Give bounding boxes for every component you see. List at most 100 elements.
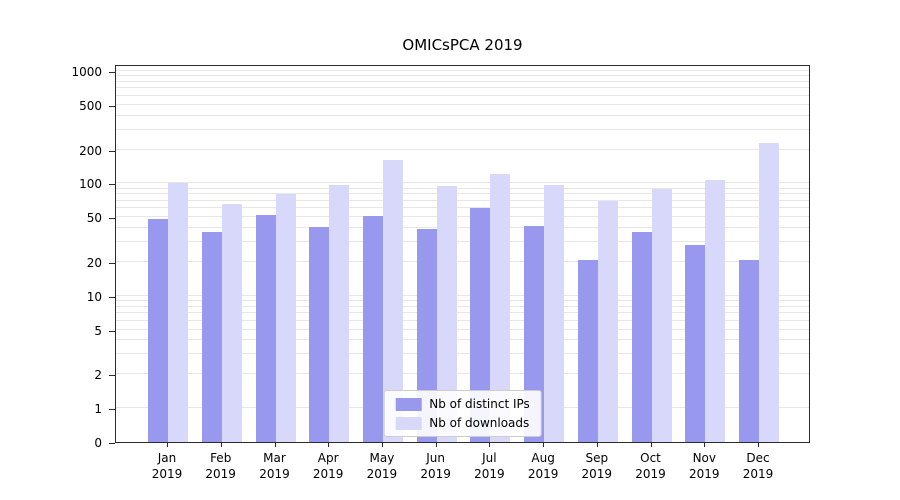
x-tick-year: 2019 [420, 467, 451, 482]
x-tick-month: Feb [210, 451, 232, 465]
x-tick-label-may: May 2019 [350, 450, 414, 482]
x-tick-year: 2019 [151, 467, 183, 482]
gridline [116, 260, 809, 262]
bar-distinct-ips-sep [577, 259, 598, 442]
y-tick-mark [109, 150, 115, 152]
x-tick-month: Dec [746, 451, 770, 465]
gridline [116, 319, 809, 321]
y-tick-label: 100 [79, 177, 102, 192]
x-tick-month: Jan [157, 451, 177, 465]
x-tick-month: Jul [482, 451, 497, 465]
x-tick-mark [167, 443, 168, 447]
y-tick-mark [109, 330, 115, 332]
x-tick-year: 2019 [689, 467, 720, 482]
gridline [116, 87, 809, 89]
chart-title: OMICsPCA 2019 [402, 36, 523, 54]
legend-swatch-distinct-ips [395, 397, 422, 411]
x-tick-month: Mar [263, 451, 286, 465]
x-tick-month: Apr [317, 451, 339, 465]
x-tick-label-jun: Jun 2019 [404, 450, 468, 482]
bar-downloads-dec [759, 142, 779, 442]
gridline [116, 216, 809, 218]
x-tick-mark [704, 443, 706, 447]
bar-downloads-oct [651, 189, 672, 442]
gridline [116, 373, 809, 375]
gridline [116, 128, 809, 130]
x-tick-label-apr: Apr 2019 [296, 450, 360, 482]
gridline [116, 75, 809, 77]
y-tick-label: 200 [79, 143, 102, 158]
gridline [116, 94, 809, 96]
bar-downloads-jun [436, 186, 457, 442]
x-tick-year: 2019 [205, 467, 236, 482]
x-tick-month: May [369, 451, 395, 465]
y-tick-mark [109, 105, 115, 107]
x-tick-month: Oct [640, 451, 661, 465]
y-tick-mark [109, 184, 115, 186]
y-tick-label: 1 [94, 402, 102, 416]
gridline [116, 207, 809, 209]
y-tick-label: 50 [86, 211, 102, 226]
legend-row: Nb of downloads [395, 416, 530, 430]
x-tick-year: 2019 [474, 467, 505, 482]
y-tick-label: 5 [94, 323, 102, 338]
gridline [116, 227, 809, 228]
legend: Nb of distinct IPs Nb of downloads [383, 390, 542, 437]
y-tick-mark [109, 443, 115, 444]
y-tick-mark [109, 72, 115, 73]
gridline [116, 294, 809, 296]
x-tick-year: 2019 [581, 467, 613, 482]
legend-label: Nb of distinct IPs [429, 397, 530, 411]
x-tick-label-jul: Jul 2019 [457, 450, 521, 482]
x-tick-month: Jun [426, 451, 445, 465]
gridline [116, 182, 809, 184]
x-tick-year: 2019 [312, 467, 344, 482]
bar-distinct-ips-oct [631, 231, 652, 442]
bars-layer [116, 66, 809, 442]
x-tick-month: Sep [585, 451, 609, 465]
x-tick-label-sep: Sep 2019 [565, 450, 629, 482]
bar-distinct-ips-aug [524, 225, 545, 442]
legend-label: Nb of downloads [429, 416, 530, 430]
x-tick-mark [435, 443, 437, 447]
gridline [116, 70, 809, 71]
bar-distinct-ips-mar [255, 215, 276, 442]
y-tick-label: 10 [86, 289, 102, 304]
bar-distinct-ips-nov [685, 245, 706, 442]
x-tick-label-dec: Dec 2019 [726, 450, 790, 482]
bar-downloads-nov [705, 179, 726, 442]
gridline [116, 187, 809, 189]
bar-distinct-ips-may [362, 216, 383, 442]
bar-downloads-mar [275, 194, 296, 442]
gridline [116, 241, 809, 243]
x-tick-mark [596, 443, 598, 447]
plot-area: Nb of distinct IPs Nb of downloads [115, 65, 810, 443]
x-tick-month: Nov [692, 451, 716, 465]
y-tick-label: 0 [94, 436, 102, 450]
x-tick-year: 2019 [635, 467, 666, 482]
y-tick-mark [109, 409, 115, 410]
bar-downloads-jan [168, 183, 188, 442]
gridline [116, 353, 809, 355]
gridline [116, 114, 809, 116]
gridline [116, 193, 809, 195]
gridline [116, 103, 809, 105]
gridline [116, 199, 809, 201]
y-tick-label: 1000 [71, 65, 102, 79]
x-tick-mark [381, 443, 383, 447]
bar-distinct-ips-jun [416, 229, 437, 442]
legend-row: Nb of distinct IPs [395, 397, 530, 411]
x-tick-year: 2019 [527, 467, 559, 482]
bar-distinct-ips-jan [148, 219, 168, 442]
x-tick-label-feb: Feb 2019 [189, 450, 253, 482]
gridlines-layer [116, 66, 809, 442]
bar-distinct-ips-feb [201, 231, 222, 442]
bar-downloads-apr [329, 184, 350, 442]
y-tick-mark [109, 262, 115, 264]
bar-downloads-may [382, 160, 403, 442]
legend-swatch-downloads [395, 416, 422, 430]
x-tick-month: Aug [531, 451, 555, 465]
gridline [116, 339, 809, 341]
x-tick-label-aug: Aug 2019 [511, 450, 575, 482]
